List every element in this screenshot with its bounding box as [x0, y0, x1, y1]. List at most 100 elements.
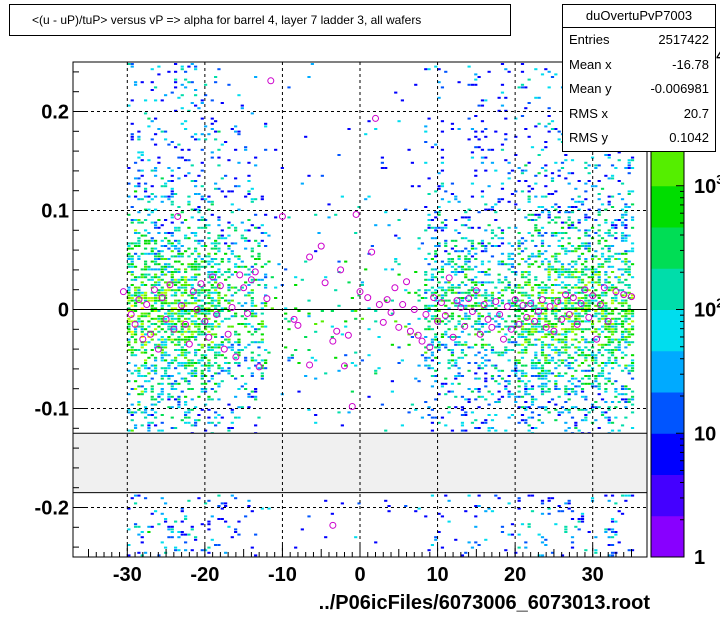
heatmap-cell — [617, 268, 621, 271]
heatmap-cell — [127, 411, 131, 414]
heatmap-cell — [557, 372, 561, 375]
heatmap-cell — [163, 346, 168, 349]
heatmap-cell — [540, 245, 545, 247]
heatmap-cell — [220, 507, 224, 510]
heatmap-cell — [210, 284, 214, 286]
heatmap-cell — [594, 328, 598, 331]
heatmap-cell — [467, 401, 471, 403]
heatmap-cell — [147, 421, 151, 424]
heatmap-cell — [577, 278, 581, 281]
heatmap-cell — [137, 372, 141, 375]
heatmap-cell — [590, 156, 595, 159]
heatmap-cell — [260, 333, 264, 336]
heatmap-cell — [517, 299, 521, 302]
heatmap-cell — [570, 536, 575, 539]
heatmap-cell — [450, 260, 455, 263]
heatmap-cell — [170, 395, 174, 398]
heatmap-cell — [617, 341, 621, 344]
heatmap-cell — [160, 250, 164, 253]
heatmap-cell — [180, 221, 184, 224]
heatmap-cell — [600, 307, 605, 310]
heatmap-cell — [180, 148, 184, 151]
heatmap-cell — [510, 349, 515, 351]
heatmap-cell — [517, 395, 521, 398]
heatmap-cell — [597, 351, 601, 354]
heatmap-cell — [527, 341, 531, 344]
heatmap-cell — [544, 385, 548, 388]
heatmap-cell — [500, 369, 505, 372]
heatmap-cell — [520, 291, 525, 294]
heatmap-cell — [210, 271, 214, 273]
heatmap-cell — [467, 138, 471, 141]
heatmap-cell — [163, 268, 168, 271]
heatmap-cell — [534, 213, 538, 216]
heatmap-cell — [464, 284, 468, 286]
heatmap-cell — [177, 299, 181, 302]
heatmap-cell — [153, 221, 158, 224]
heatmap-cell — [130, 419, 134, 422]
heatmap-cell — [187, 226, 191, 229]
heatmap-cell — [330, 310, 334, 312]
heatmap-cell — [540, 349, 545, 351]
heatmap-cell — [474, 427, 478, 429]
heatmap-cell — [430, 328, 435, 331]
heatmap-cell — [157, 226, 161, 229]
heatmap-cell — [207, 380, 211, 383]
heatmap-cell — [600, 362, 605, 364]
heatmap-cell — [257, 255, 261, 258]
heatmap-cell — [207, 255, 211, 258]
heatmap-cell — [180, 304, 184, 307]
heatmap-cell — [620, 336, 625, 338]
heatmap-cell — [234, 362, 238, 364]
heatmap-cell — [163, 312, 168, 315]
heatmap-cell — [270, 276, 274, 279]
heatmap-cell — [294, 307, 298, 310]
heatmap-cell — [470, 289, 475, 292]
heatmap-cell — [527, 190, 531, 193]
heatmap-cell — [627, 494, 631, 497]
heatmap-cell — [544, 333, 548, 336]
heatmap-cell — [604, 221, 608, 224]
heatmap-cell — [520, 320, 525, 323]
heatmap-cell — [430, 278, 435, 281]
profile-marker — [174, 212, 182, 220]
heatmap-cell — [217, 216, 221, 219]
heatmap-cell — [477, 367, 481, 370]
heatmap-cell — [304, 336, 308, 338]
heatmap-cell — [484, 380, 488, 383]
heatmap-cell — [604, 315, 608, 318]
heatmap-cell — [127, 255, 131, 258]
heatmap-cell — [153, 167, 158, 169]
heatmap-cell — [170, 193, 174, 195]
heatmap-cell — [140, 333, 144, 336]
heatmap-cell — [554, 234, 558, 237]
heatmap-cell — [210, 328, 214, 331]
heatmap-cell — [534, 245, 538, 247]
heatmap-cell — [514, 284, 518, 286]
heatmap-cell — [570, 510, 575, 513]
heatmap-cell — [620, 224, 625, 227]
heatmap-cell — [570, 273, 575, 276]
heatmap-cell — [150, 250, 154, 253]
heatmap-cell — [520, 83, 525, 86]
heatmap-cell — [200, 216, 204, 219]
heatmap-cell — [367, 354, 371, 357]
heatmap-cell — [460, 421, 465, 424]
heatmap-cell — [190, 362, 194, 364]
heatmap-cell — [240, 385, 244, 388]
heatmap-cell — [217, 310, 221, 312]
heatmap-cell — [140, 364, 144, 367]
heatmap-cell — [163, 265, 168, 268]
heatmap-cell — [607, 265, 611, 268]
heatmap-cell — [537, 234, 541, 237]
heatmap-cell — [550, 193, 555, 195]
heatmap-cell — [424, 297, 428, 299]
heatmap-cell — [150, 354, 154, 357]
heatmap-cell — [200, 312, 204, 315]
heatmap-cell — [607, 154, 611, 156]
heatmap-cell — [570, 375, 575, 377]
heatmap-cell — [484, 323, 488, 325]
heatmap-cell — [374, 369, 378, 372]
heatmap-cell — [474, 73, 478, 76]
heatmap-cell — [214, 138, 218, 141]
